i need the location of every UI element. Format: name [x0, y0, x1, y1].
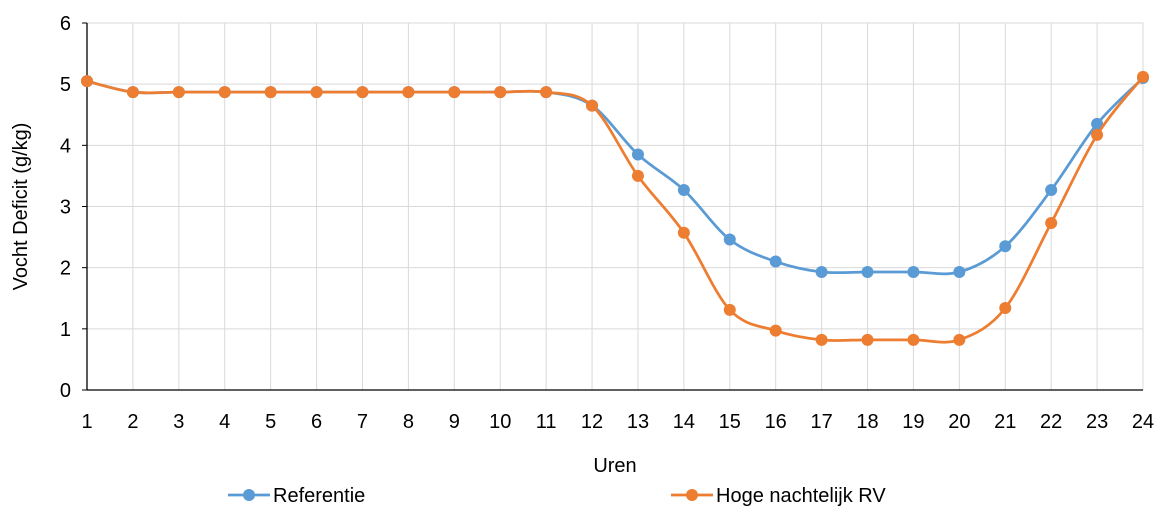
y-tick-label: 1 — [60, 319, 71, 341]
x-tick-label: 21 — [994, 411, 1016, 433]
x-tick-label: 7 — [357, 411, 368, 433]
x-tick-label: 18 — [856, 411, 878, 433]
data-point — [172, 86, 185, 99]
x-tick-label: 22 — [1040, 411, 1062, 433]
data-point — [677, 226, 690, 239]
data-point — [448, 86, 461, 99]
x-tick-label: 12 — [581, 411, 603, 433]
y-tick-label: 4 — [60, 135, 71, 157]
series-1 — [81, 72, 1149, 278]
series-2 — [81, 70, 1149, 346]
data-point — [999, 302, 1012, 315]
legend-point-marker — [686, 489, 698, 501]
x-tick-label: 20 — [948, 411, 970, 433]
x-tick-label: 19 — [902, 411, 924, 433]
data-point — [677, 183, 690, 196]
data-point — [861, 265, 874, 278]
x-tick-label: 15 — [719, 411, 741, 433]
x-tick-label: 4 — [219, 411, 230, 433]
data-point — [218, 86, 231, 99]
data-point — [1091, 128, 1104, 141]
data-point — [1091, 117, 1104, 130]
series-group — [81, 70, 1149, 346]
data-point — [769, 324, 782, 337]
data-point — [861, 333, 874, 346]
data-point — [81, 75, 93, 88]
x-tick-label: 24 — [1132, 411, 1154, 433]
data-point — [1045, 183, 1058, 196]
x-tick-label: 9 — [449, 411, 460, 433]
x-tick-label: 17 — [810, 411, 832, 433]
data-point — [907, 333, 920, 346]
legend-label: Referentie — [273, 485, 365, 507]
data-point — [494, 86, 507, 99]
data-point — [402, 86, 415, 99]
x-tick-label: 10 — [489, 411, 511, 433]
data-point — [953, 265, 966, 278]
data-point — [1137, 70, 1149, 83]
data-point — [126, 86, 139, 99]
x-tick-label: 1 — [81, 411, 92, 433]
data-point — [264, 86, 277, 99]
x-tick-label: 3 — [173, 411, 184, 433]
x-tick-label: 23 — [1086, 411, 1108, 433]
y-axis-title: Vocht Deficit (g/kg) — [10, 123, 32, 291]
data-point — [540, 86, 553, 99]
data-point — [815, 265, 828, 278]
data-point — [907, 265, 920, 278]
x-tick-label: 6 — [311, 411, 322, 433]
y-tick-label: 3 — [60, 197, 71, 219]
y-tick-label: 6 — [60, 13, 71, 35]
data-point — [723, 303, 736, 316]
data-point — [769, 255, 782, 268]
series-line — [85, 75, 1145, 344]
data-point — [953, 333, 966, 346]
y-tick-label: 0 — [60, 380, 71, 402]
legend: Referentie Hoge nachtelijk RV — [228, 485, 886, 507]
data-point — [586, 99, 599, 112]
legend-point-marker — [243, 489, 255, 501]
x-tick-label: 13 — [627, 411, 649, 433]
data-point — [631, 148, 644, 161]
data-point — [815, 333, 828, 346]
y-tick-label: 5 — [60, 74, 71, 96]
x-tick-label: 2 — [127, 411, 138, 433]
data-point — [1045, 217, 1058, 230]
data-point — [310, 86, 323, 99]
y-tick-label: 2 — [60, 258, 71, 280]
data-point — [723, 233, 736, 246]
legend-item-2: Hoge nachtelijk RV — [671, 485, 886, 507]
data-point — [631, 169, 644, 182]
x-tick-label: 11 — [536, 411, 557, 433]
series-line — [85, 76, 1145, 276]
x-tick-label: 5 — [265, 411, 276, 433]
x-tick-label: 8 — [403, 411, 414, 433]
data-point — [999, 240, 1012, 253]
grid — [87, 22, 1144, 390]
legend-label: Hoge nachtelijk RV — [716, 485, 886, 507]
data-point — [356, 86, 369, 99]
legend-item-1: Referentie — [228, 485, 365, 507]
x-tick-label: 14 — [673, 411, 695, 433]
x-axis-title: Uren — [593, 455, 636, 477]
x-tick-label: 16 — [765, 411, 787, 433]
